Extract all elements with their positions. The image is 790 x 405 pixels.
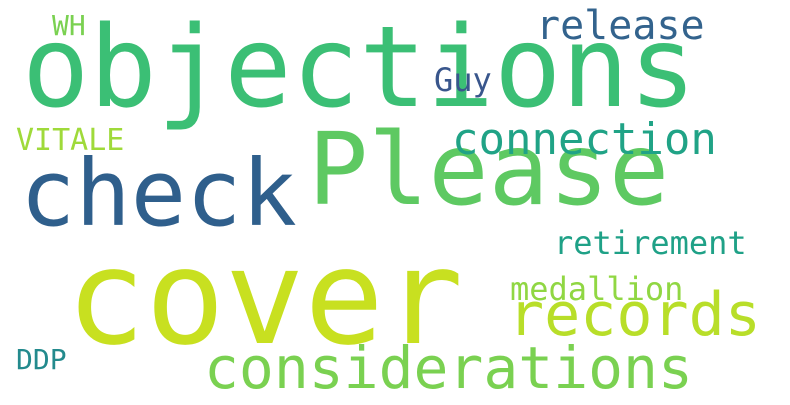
word-release: release	[536, 3, 705, 49]
word-considerations: considerations	[204, 334, 693, 402]
word-ddp: DDP	[16, 343, 67, 376]
word-guy: Guy	[434, 61, 492, 99]
word-retirement: retirement	[554, 224, 747, 262]
word-records: records	[508, 280, 761, 350]
word-medallion: medallion	[510, 270, 684, 308]
word-check: check	[20, 140, 297, 247]
word-please: Please	[308, 111, 670, 228]
word-wh: WH	[52, 9, 86, 42]
word-connection: connection	[452, 114, 717, 165]
word-cover: cover	[66, 221, 464, 375]
word-objections: objections	[22, 3, 697, 133]
word-vitale: VITALE	[16, 123, 125, 158]
